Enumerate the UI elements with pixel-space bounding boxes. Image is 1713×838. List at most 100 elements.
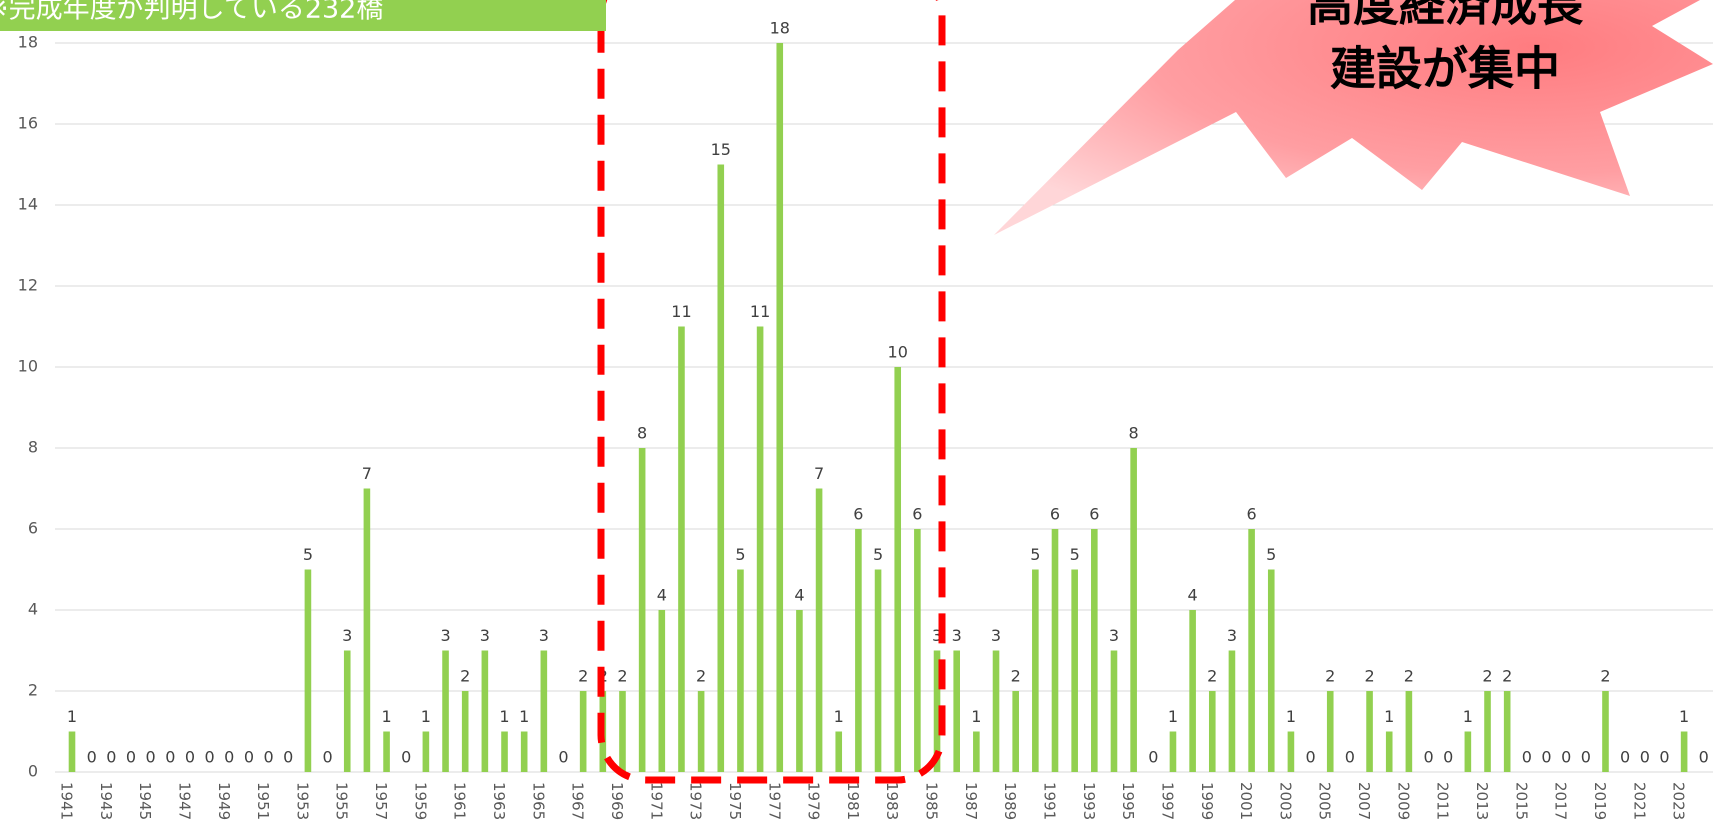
bar [875,570,882,773]
value-label: 3 [539,626,549,645]
value-label: 1 [1679,707,1689,726]
x-tick-label: 1993 [1080,782,1098,820]
bar [796,610,803,772]
value-label: 1 [1384,707,1394,726]
x-tick-label: 2019 [1591,782,1609,820]
x-tick-label: 1957 [372,782,390,820]
x-tick-label: 2009 [1394,782,1412,820]
bar [344,651,351,773]
value-label: 1 [499,707,509,726]
value-label: 0 [1423,748,1433,767]
y-tick-label: 4 [28,600,38,619]
value-label: 7 [814,464,824,483]
x-tick-label: 1983 [883,782,901,820]
value-label: 2 [1364,667,1374,686]
value-label: 8 [637,424,647,443]
bar [1602,691,1609,772]
bar [1052,529,1059,772]
value-label: 0 [87,748,97,767]
x-tick-label: 1991 [1041,782,1059,820]
bar [659,610,666,772]
value-label: 3 [952,626,962,645]
bar [1465,732,1472,773]
x-tick-label: 1945 [136,782,154,820]
value-label: 0 [1640,748,1650,767]
x-tick-label: 2023 [1670,782,1688,820]
x-tick-label: 1943 [97,782,115,820]
x-tick-label: 1961 [451,782,469,820]
bar [1406,691,1413,772]
value-label: 0 [146,748,156,767]
x-tick-label: 1985 [923,782,941,820]
bar [855,529,862,772]
value-label: 1 [1463,707,1473,726]
bar [1032,570,1039,773]
x-tick-label: 1999 [1198,782,1216,820]
x-tick-label: 1951 [254,782,272,820]
value-label: 0 [165,748,175,767]
bar [639,448,646,772]
value-label: 0 [224,748,234,767]
bar [1366,691,1373,772]
bar [1091,529,1098,772]
bar [462,691,469,772]
value-label: 2 [1482,667,1492,686]
x-tick-label: 1989 [1001,782,1019,820]
value-label: 5 [1070,545,1080,564]
value-label: 1 [1286,707,1296,726]
value-label: 5 [873,545,883,564]
bar [482,651,489,773]
value-label: 0 [401,748,411,767]
value-label: 2 [617,667,627,686]
value-label: 0 [1522,748,1532,767]
bar [678,327,685,773]
x-tick-label: 1955 [333,782,351,820]
bar [69,732,76,773]
bar [914,529,921,772]
x-tick-label: 2017 [1552,782,1570,820]
value-label: 3 [342,626,352,645]
highlight-box [601,0,942,780]
value-label: 2 [1325,667,1335,686]
value-label: 7 [362,464,372,483]
x-tick-label: 1947 [175,782,193,820]
value-label: 6 [1050,505,1060,524]
value-label: 1 [381,707,391,726]
value-label: 2 [460,667,470,686]
bar [776,43,783,772]
value-label: 2 [696,667,706,686]
bar [521,732,528,773]
bar [1504,691,1511,772]
value-label: 6 [1247,505,1257,524]
x-tick-label: 1969 [608,782,626,820]
y-tick-label: 0 [28,762,38,781]
x-tick-label: 1997 [1158,782,1176,820]
x-tick-label: 1967 [569,782,587,820]
y-tick-label: 2 [28,681,38,700]
bar [1209,691,1216,772]
value-label: 3 [991,626,1001,645]
value-label: 0 [1541,748,1551,767]
y-tick-label: 16 [18,114,38,133]
value-label: 18 [770,19,790,38]
x-tick-label: 2011 [1434,782,1452,820]
value-label: 10 [888,343,908,362]
bar [1386,732,1393,773]
bar [953,651,960,773]
bar [1071,570,1078,773]
value-label: 4 [657,586,667,605]
bar [423,732,430,773]
x-tick-label: 1953 [293,782,311,820]
bar [1111,651,1118,773]
value-label: 0 [244,748,254,767]
value-label: 5 [303,545,313,564]
bar [973,732,980,773]
annotation: 高度経済成長 [1307,0,1584,32]
y-tick-label: 8 [28,438,38,457]
value-label: 0 [106,748,116,767]
chart-title: ※完成年度が判明している232橋 [0,0,383,25]
value-label: 5 [1266,545,1276,564]
x-tick-label: 2013 [1473,782,1491,820]
bar [305,570,312,773]
bar [816,489,823,773]
